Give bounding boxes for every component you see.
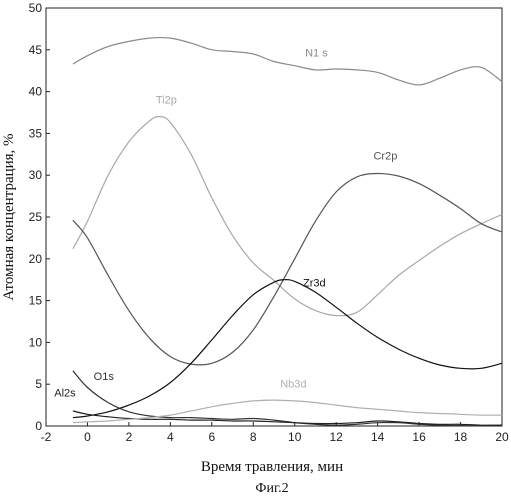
series-label-ti2p: Ti2p	[156, 94, 177, 106]
series-line-ti2p	[73, 117, 502, 316]
y-tick-label: 35	[29, 126, 43, 140]
y-axis-label: Атомная концентрация, %	[1, 133, 17, 300]
x-tick-label: 8	[250, 430, 257, 444]
x-tick-label: -2	[41, 430, 52, 444]
x-tick-label: 0	[84, 430, 91, 444]
y-tick-label: 25	[29, 210, 43, 224]
series-label-o1s: O1s	[94, 371, 115, 383]
x-tick-label: 12	[330, 430, 344, 444]
series-lines	[73, 38, 502, 426]
y-axis: 05101520253035404550	[29, 1, 50, 433]
y-tick-label: 20	[29, 252, 43, 266]
y-tick-label: 15	[29, 294, 43, 308]
x-tick-label: 10	[288, 430, 302, 444]
x-tick-label: 4	[167, 430, 174, 444]
y-tick-label: 50	[29, 1, 43, 15]
x-tick-label: 18	[454, 430, 468, 444]
series-label-zr3d: Zr3d	[303, 277, 326, 289]
series-label-n1s: N1 s	[305, 47, 328, 59]
x-tick-label: 6	[208, 430, 215, 444]
y-tick-label: 40	[29, 85, 43, 99]
y-tick-label: 30	[29, 168, 43, 182]
y-tick-label: 10	[29, 335, 43, 349]
series-line-zr3d	[73, 280, 502, 418]
x-tick-label: 20	[495, 430, 509, 444]
series-line-n1s	[73, 38, 502, 85]
figure-caption: Фиг.2	[255, 481, 288, 496]
y-tick-label: 45	[29, 43, 43, 57]
x-tick-label: 14	[371, 430, 385, 444]
series-label-al2s: Al2s	[54, 388, 76, 400]
series-label-nb3d: Nb3d	[280, 379, 306, 391]
series-line-cr2p	[73, 173, 502, 364]
y-tick-label: 5	[35, 377, 42, 391]
series-label-cr2p: Cr2p	[373, 150, 397, 162]
x-tick-label: 2	[126, 430, 133, 444]
x-axis-label: Время травления, мин	[201, 459, 343, 475]
x-tick-label: 16	[412, 430, 426, 444]
